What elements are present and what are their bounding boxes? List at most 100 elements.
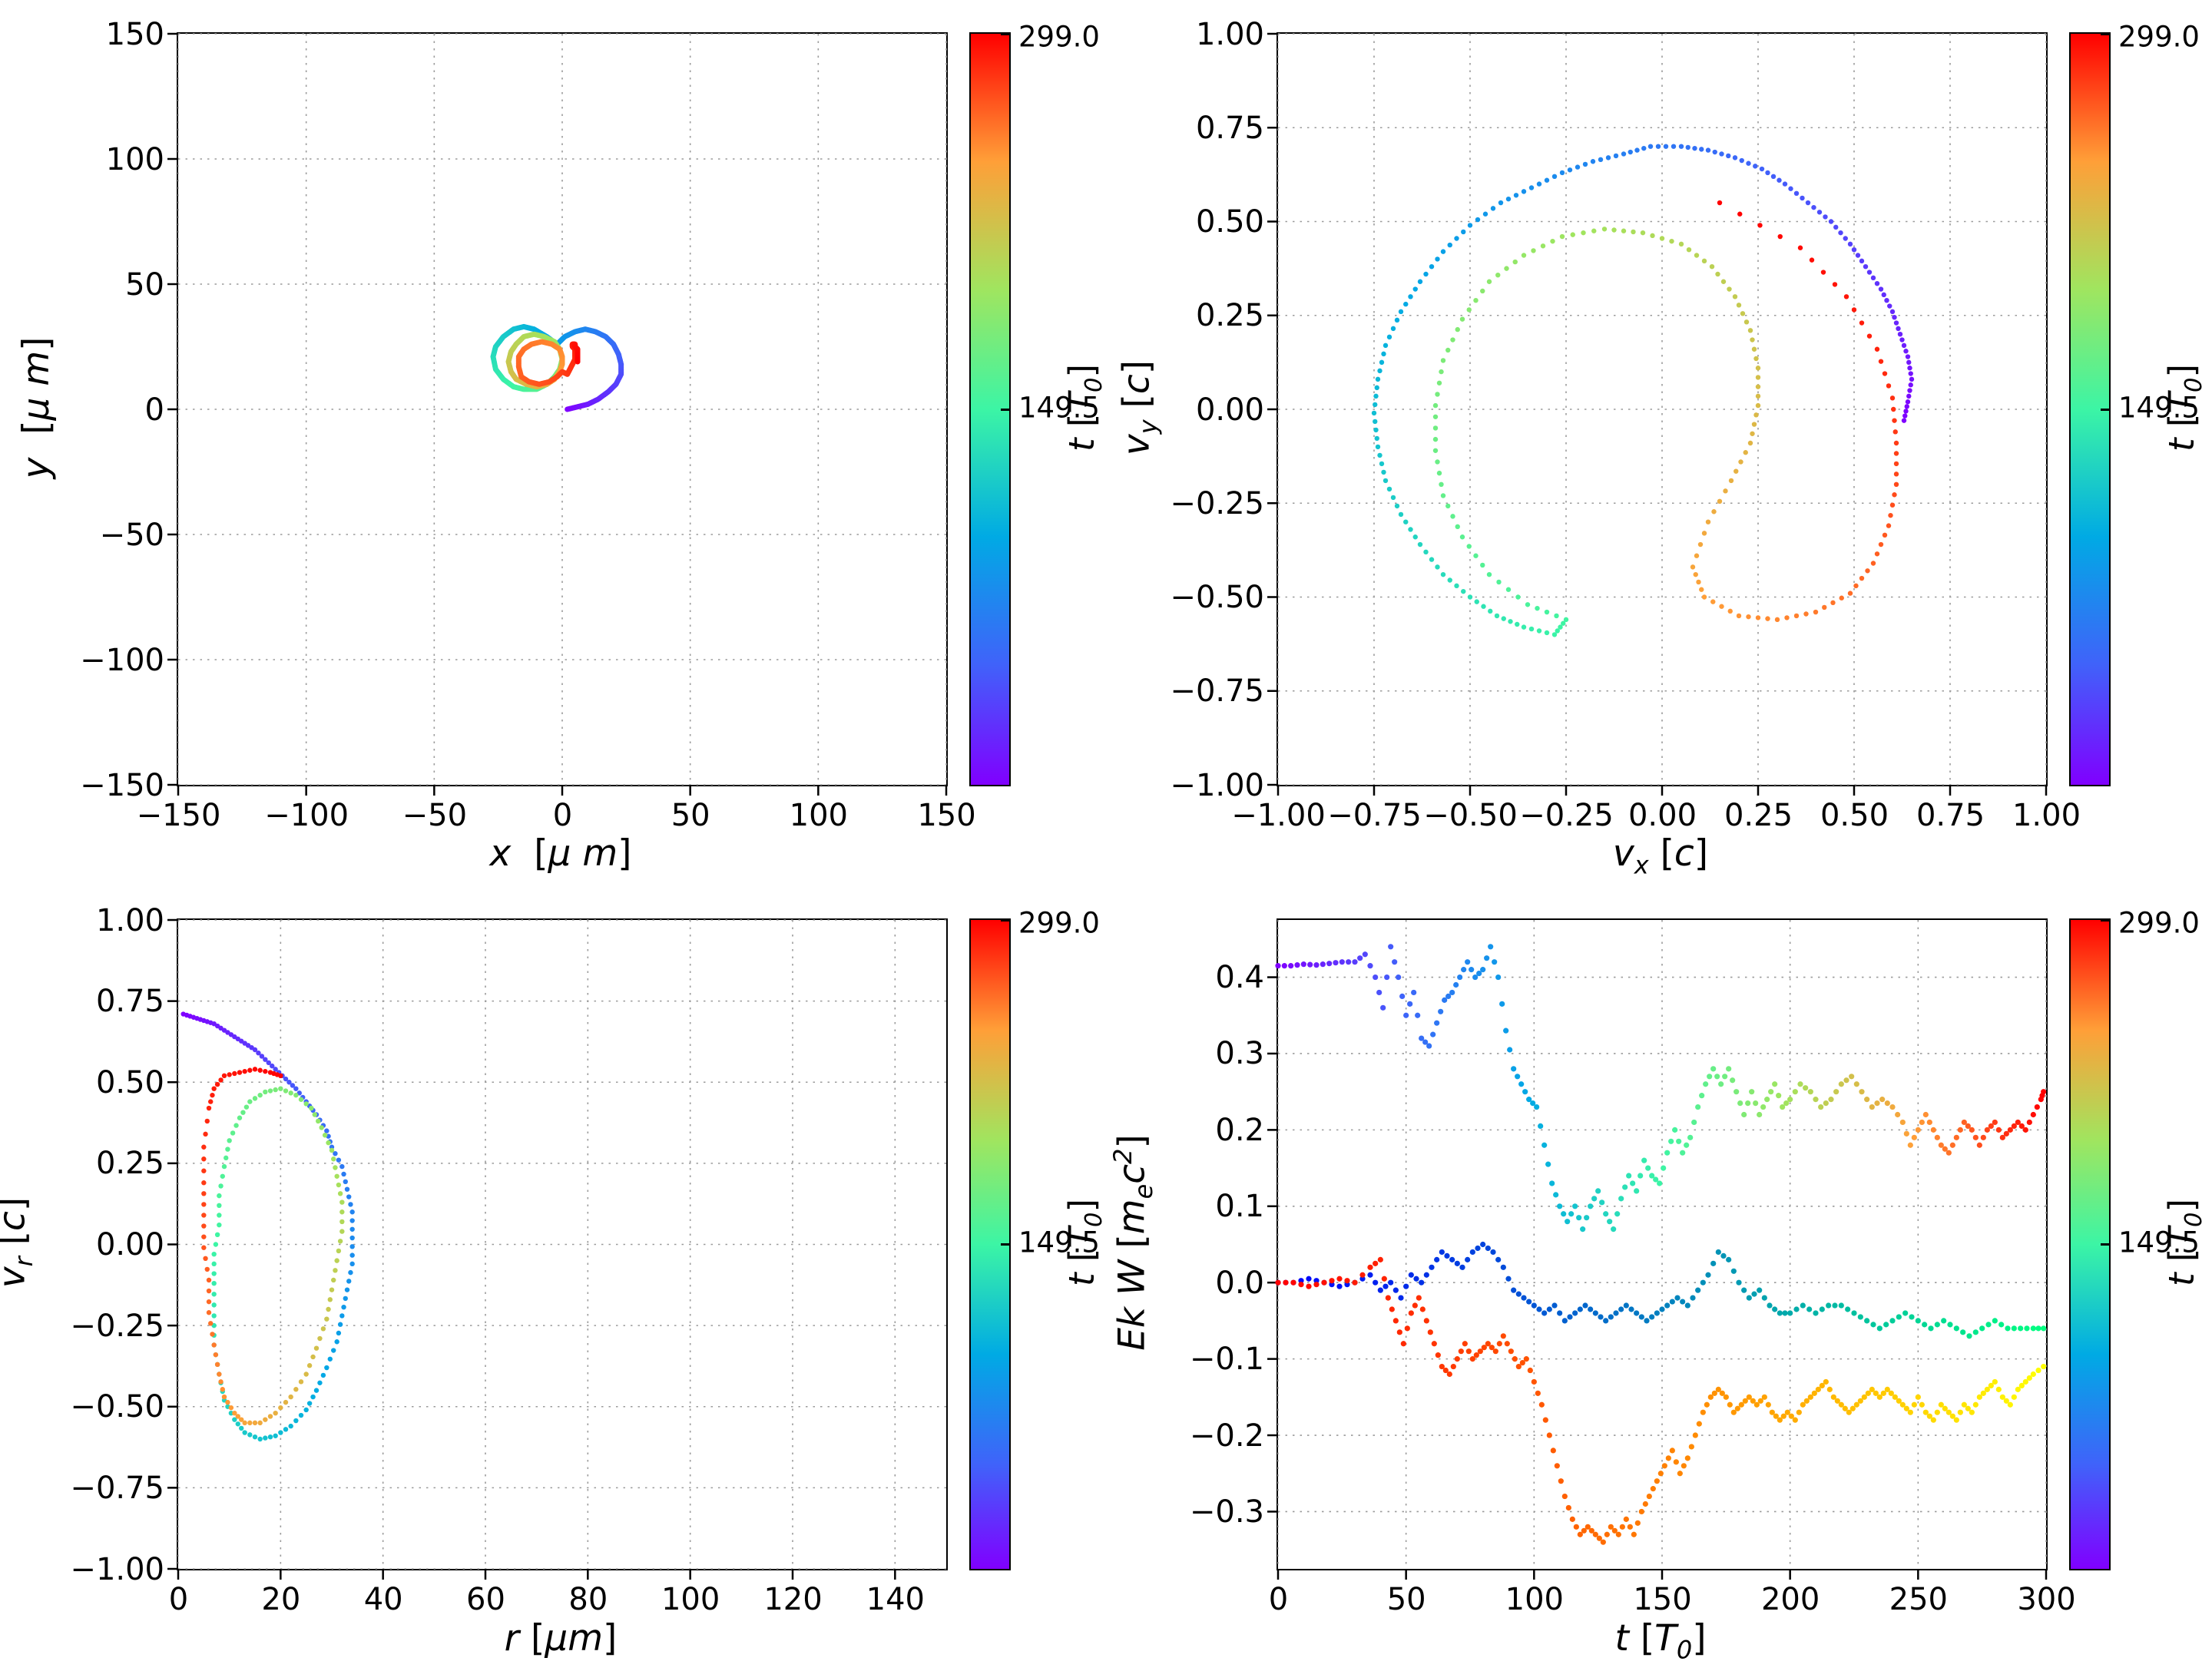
colorbar: [969, 32, 1011, 786]
y-tick-label: 0.2: [1215, 1112, 1264, 1148]
grid-lines: [1277, 920, 2047, 1569]
x-tick-label: 100: [1505, 1582, 1565, 1617]
y-axis-label: vr [c]: [0, 1197, 39, 1288]
colorbar-label: t [T0]: [1061, 1198, 1108, 1287]
x-tick-label: −100: [264, 798, 349, 833]
panel-xy-trajectory: y [μ m] x [μ m] 299.0 149.5 t [T0] −150−…: [0, 0, 1108, 883]
colorbar-tickmark: [2101, 32, 2109, 35]
y-tick-label: 0.00: [95, 1227, 164, 1262]
panel-energy-work-vs-time: Ek W [mec2] t [T0] 299.0 149.5 t [T0] 0 5…: [1106, 883, 2212, 1671]
x-tick-label: 100: [789, 798, 849, 833]
y-tick-label: 0.75: [95, 984, 164, 1020]
y-tick-label: −0.50: [70, 1389, 164, 1425]
x-tick-label: 0.75: [1916, 798, 1985, 833]
grid-lines: [177, 33, 947, 786]
colorbar: [2069, 32, 2111, 786]
y-tick-label: −0.50: [1170, 580, 1264, 615]
plot-area: [1267, 32, 2048, 796]
axis-ticks: [1267, 976, 2048, 1580]
colorbar-label: t [T0]: [2161, 363, 2207, 452]
y-tick-label: −50: [99, 517, 164, 553]
x-tick-label: −0.75: [1327, 798, 1422, 833]
colorbar-tick-max: 299.0: [1018, 20, 1100, 54]
x-tick-label: 50: [1386, 1582, 1426, 1617]
colorbar-label: t [T0]: [1061, 363, 1108, 452]
plot-canvas: [1267, 920, 2048, 1580]
x-tick-label: −50: [402, 798, 468, 833]
y-tick-label: 0: [144, 392, 164, 428]
plot-canvas: [1267, 32, 2048, 796]
y-tick-label: −0.75: [70, 1470, 164, 1506]
colorbar-tick-mid: 149.5: [1018, 1226, 1100, 1259]
x-tick-label: −0.50: [1423, 798, 1518, 833]
y-tick-label: 0.00: [1195, 392, 1264, 428]
colorbar: [969, 918, 1011, 1570]
y-tick-label: 0.0: [1215, 1265, 1264, 1301]
x-tick-label: 40: [363, 1582, 403, 1617]
data-points: [180, 1011, 355, 1442]
colorbar-tickmark: [2101, 408, 2109, 411]
x-tick-label: 300: [2017, 1582, 2076, 1617]
plot-canvas: [167, 918, 946, 1580]
x-tick-label: 200: [1760, 1582, 1820, 1617]
x-tick-label: 0.50: [1820, 798, 1889, 833]
x-axis-label: t [T0]: [1614, 1617, 1707, 1665]
colorbar-tick-max: 299.0: [2118, 20, 2200, 54]
x-tick-label: 250: [1889, 1582, 1949, 1617]
x-tick-label: 0.00: [1628, 798, 1697, 833]
y-axis-label: y [μ m]: [15, 336, 58, 479]
y-tick-label: 0.3: [1215, 1036, 1264, 1072]
y-axis-label: Ek W [mec2]: [1108, 1134, 1158, 1351]
y-tick-label: −0.2: [1189, 1418, 1264, 1454]
data-points: [490, 323, 624, 412]
colorbar-tick-max: 299.0: [1018, 906, 1100, 940]
y-tick-label: 0.75: [1195, 110, 1264, 146]
x-tick-label: 0: [168, 1582, 189, 1617]
x-axis-label: vx [c]: [1612, 832, 1709, 880]
y-tick-label: −1.00: [1170, 767, 1264, 803]
colorbar: [2069, 918, 2111, 1570]
y-tick-label: −150: [80, 767, 164, 803]
plot-canvas: [167, 32, 948, 796]
grid-lines: [177, 919, 946, 1570]
x-axis-label: r [μm]: [504, 1617, 618, 1659]
colorbar-tickmark: [1001, 918, 1009, 922]
data-points: [1275, 944, 2047, 1545]
x-tick-label: −1.00: [1231, 798, 1326, 833]
y-tick-label: 50: [125, 266, 164, 303]
plot-area: [167, 918, 948, 1580]
y-tick-label: 100: [105, 141, 164, 177]
x-tick-label: −0.25: [1519, 798, 1614, 833]
colorbar-tick-max: 299.0: [2118, 906, 2200, 940]
y-tick-label: 0.50: [1195, 204, 1264, 240]
colorbar-tickmark: [2101, 918, 2109, 922]
x-tick-label: 0.25: [1724, 798, 1793, 833]
y-tick-label: −1.00: [70, 1551, 164, 1587]
axis-ticks: [167, 32, 948, 796]
colorbar-tick-mid: 149.5: [2118, 391, 2200, 425]
colorbar-tickmark: [1001, 1243, 1009, 1246]
axis-ticks: [1267, 32, 2048, 796]
colorbar-label: t [T0]: [2161, 1198, 2207, 1287]
y-tick-label: −100: [80, 642, 164, 678]
x-tick-label: 20: [261, 1582, 301, 1617]
y-tick-label: −0.25: [1170, 485, 1264, 521]
x-tick-label: −150: [136, 798, 221, 833]
y-tick-label: 1.00: [95, 902, 164, 938]
y-axis-label: vy [c]: [1115, 359, 1164, 456]
panel-velocity-space: vy [c] vx [c] 299.0 149.5 t [T0] −1.00 −0…: [1106, 0, 2212, 883]
axis-ticks: [167, 918, 896, 1580]
data-points: [1371, 144, 1915, 637]
x-tick-label: 150: [917, 798, 976, 833]
y-tick-label: −0.25: [70, 1308, 164, 1344]
y-tick-label: 1.00: [1195, 16, 1264, 52]
y-tick-label: 0.1: [1215, 1189, 1264, 1225]
colorbar-tickmark: [1001, 408, 1009, 411]
panel-radial-phase-space: vr [c] r [μm] 299.0 149.5 t [T0] 0 20 40 60…: [0, 883, 1108, 1671]
y-tick-label: 0.50: [95, 1064, 164, 1100]
x-tick-label: 100: [661, 1582, 720, 1617]
y-tick-label: −0.1: [1189, 1342, 1264, 1378]
x-axis-label: x [μ m]: [489, 832, 632, 875]
colorbar-tickmark: [2101, 1243, 2109, 1246]
